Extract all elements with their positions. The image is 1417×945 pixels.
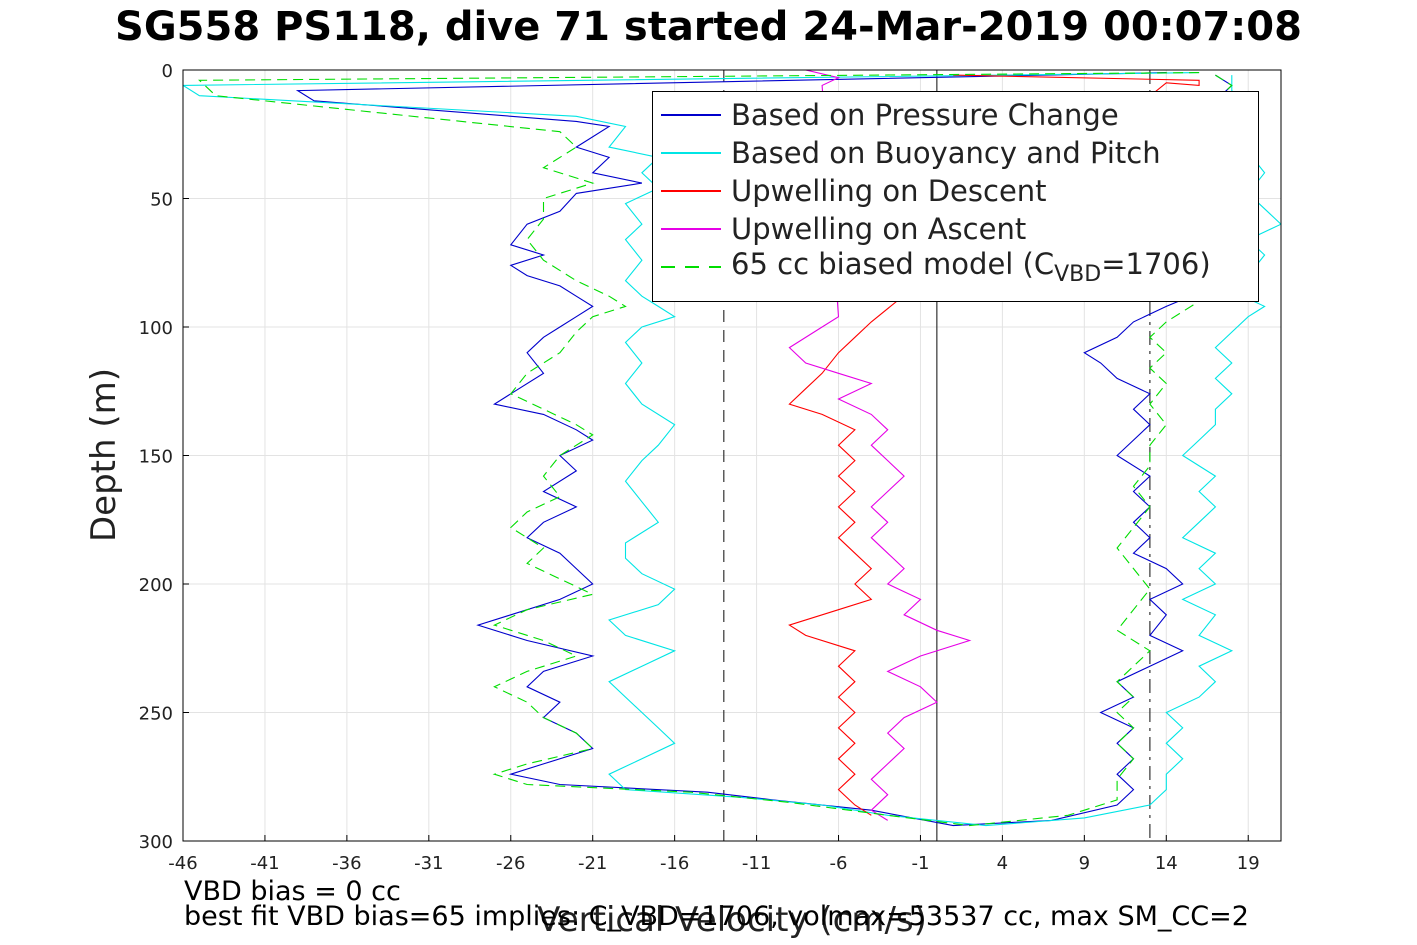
- legend-swatch: [661, 228, 721, 230]
- y-tick-label: 250: [139, 704, 173, 725]
- x-tick-label: -6: [830, 853, 848, 874]
- y-tick-label: 150: [139, 447, 173, 468]
- x-tick-label: -11: [742, 853, 771, 874]
- legend-swatch: [661, 190, 721, 192]
- x-tick-label: 4: [997, 853, 1008, 874]
- series-line-0: [295, 72, 1233, 827]
- legend-label: Upwelling on Ascent: [731, 212, 1027, 246]
- legend-label: Upwelling on Descent: [731, 174, 1047, 208]
- series-line-2: [788, 74, 1200, 816]
- x-axis-label: Vertical Velocity (cm/s): [537, 900, 927, 940]
- y-tick-label: 200: [139, 575, 173, 596]
- x-tick-label: 14: [1155, 853, 1178, 874]
- legend-swatch: [661, 266, 721, 268]
- y-axis-label: Depth (m): [84, 367, 124, 543]
- legend-item-upwelling-ascent: Upwelling on Ascent: [661, 210, 1026, 248]
- legend-item-biased-model: 65 cc biased model (CVBD=1706): [661, 247, 1211, 287]
- legend-item-upwelling-descent: Upwelling on Descent: [661, 172, 1047, 210]
- y-tick-label: 300: [139, 832, 173, 853]
- x-axis-ticks: -46 -41 -36 -31 -26 -21 -16 -11 -6 -1 4 9 14 19: [168, 835, 1260, 874]
- data-series: [183, 70, 1281, 827]
- y-tick-label: 0: [162, 61, 173, 82]
- legend-swatch: [661, 114, 721, 116]
- legend: Based on Pressure Change Based on Buoyan…: [652, 91, 1259, 302]
- legend-item-pressure: Based on Pressure Change: [661, 96, 1119, 134]
- x-tick-label: -16: [660, 853, 689, 874]
- x-tick-label: -36: [332, 853, 361, 874]
- y-tick-label: 100: [139, 318, 173, 339]
- x-tick-label: -21: [578, 853, 607, 874]
- x-tick-label: -26: [496, 853, 525, 874]
- legend-label: Based on Pressure Change: [731, 98, 1119, 132]
- x-tick-label: -46: [168, 853, 197, 874]
- x-tick-label: -1: [911, 853, 929, 874]
- series-line-1: [183, 72, 1281, 827]
- best-fit-note: best fit VBD bias=65 implies: C_VBD=1706…: [184, 901, 1249, 932]
- legend-label: Based on Buoyancy and Pitch: [731, 136, 1161, 170]
- y-axis-ticks: 0 50 100 150 200 250 300: [139, 61, 189, 853]
- chart-title: SG558 PS118, dive 71 started 24-Mar-2019…: [115, 4, 1302, 50]
- x-tick-label: 19: [1237, 853, 1260, 874]
- y-tick-label: 50: [150, 190, 173, 211]
- x-tick-label: -41: [250, 853, 279, 874]
- vbd-bias-note: VBD bias = 0 cc: [184, 876, 401, 907]
- x-tick-label: -31: [414, 853, 443, 874]
- legend-item-buoyancy: Based on Buoyancy and Pitch: [661, 134, 1161, 172]
- plot-frame: [182, 69, 1282, 842]
- legend-label: 65 cc biased model (CVBD=1706): [731, 247, 1211, 287]
- x-tick-label: 9: [1079, 853, 1090, 874]
- legend-swatch: [661, 152, 721, 154]
- series-line-3: [788, 70, 972, 821]
